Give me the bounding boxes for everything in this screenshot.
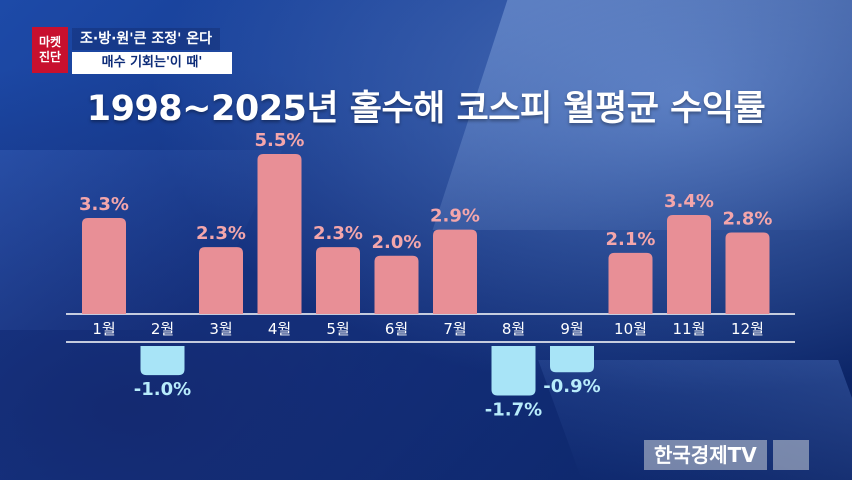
bar [433, 229, 477, 314]
bar-group: -1.0% 2월 [134, 320, 191, 400]
bar [667, 215, 711, 314]
bar-group: 2.8% 12월 [723, 209, 773, 338]
bar [608, 252, 653, 314]
bar-group: 3.4% 11월 [664, 191, 714, 338]
bar-group: 2.3% 3월 [196, 223, 246, 338]
bar [374, 255, 419, 314]
data-label: 2.3% [196, 223, 246, 244]
bar-group: -0.9% 9월 [543, 320, 600, 397]
bar-group: 2.9% 7월 [430, 206, 480, 338]
bar [199, 247, 243, 314]
x-tick-label: 8월 [502, 320, 525, 338]
badge-line-1: 마켓 [38, 35, 62, 49]
x-tick-label: 2월 [151, 320, 174, 338]
bar-group: -1.7% 8월 [485, 320, 542, 420]
bar-group: 2.3% 5월 [313, 223, 363, 338]
bar [550, 346, 594, 373]
data-label: 2.9% [430, 206, 480, 227]
data-label: -1.7% [485, 399, 542, 420]
chart-title: 1998~2025년 홀수해 코스피 월평균 수익률 [86, 89, 766, 129]
bar-group: 5.5% 4월 [255, 130, 305, 338]
x-tick-label: 5월 [326, 320, 349, 338]
data-label: 2.1% [606, 229, 656, 250]
data-label: 2.3% [313, 223, 363, 244]
x-tick-label: 4월 [268, 320, 291, 338]
bar [316, 247, 360, 314]
x-tick-label: 3월 [209, 320, 232, 338]
data-label: 2.8% [723, 209, 773, 230]
x-tick-label: 6월 [385, 320, 408, 338]
headline-subcaption: 매수 기회는'이 때' [72, 52, 232, 74]
data-label: 3.4% [664, 191, 714, 212]
data-label: -0.9% [543, 376, 600, 397]
bar [491, 346, 536, 396]
bar [140, 346, 185, 376]
data-label: 2.0% [372, 232, 422, 253]
bar-group: 2.1% 10월 [606, 229, 656, 338]
data-label: 3.3% [79, 194, 129, 215]
x-tick-label: 7월 [443, 320, 466, 338]
broadcaster-watermark: 한국경제TV [644, 440, 840, 470]
bar [725, 232, 770, 314]
data-label: 5.5% [255, 130, 305, 151]
x-tick-label: 10월 [614, 320, 647, 338]
x-tick-label: 9월 [560, 320, 583, 338]
x-tick-label: 12월 [731, 320, 764, 338]
badge-line-2: 진단 [38, 50, 62, 64]
headline-caption: 조·방·원'큰 조정' 온다 [72, 28, 220, 50]
watermark-block [772, 440, 809, 470]
x-tick-label: 1월 [92, 320, 115, 338]
watermark-text: 한국경제TV [644, 440, 767, 470]
data-label: -1.0% [134, 379, 191, 400]
bar [257, 153, 302, 314]
bar [82, 217, 126, 314]
bar-group: 3.3% 1월 [79, 194, 129, 338]
x-tick-label: 11월 [673, 320, 706, 338]
program-badge: 마켓 진단 [32, 27, 68, 73]
bar-group: 2.0% 6월 [372, 232, 422, 338]
